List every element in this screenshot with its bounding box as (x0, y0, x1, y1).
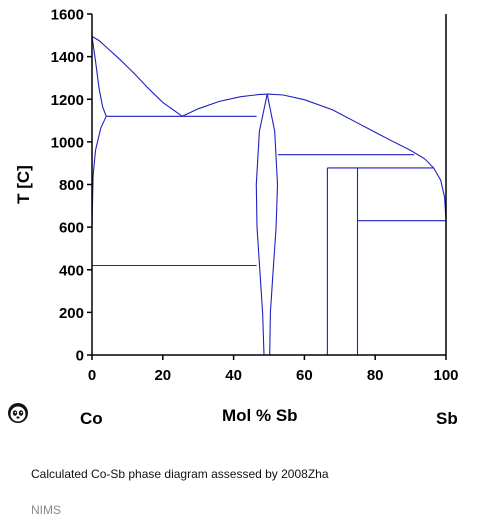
x-tick-label-100: 100 (433, 367, 458, 384)
phase-boundary-3 (91, 116, 107, 228)
x-tick-label-80: 80 (367, 367, 384, 384)
source-label: NIMS (31, 503, 61, 517)
y-tick-label-1400: 1400 (51, 49, 84, 66)
y-axis-title: T [C] (14, 165, 33, 204)
y-tick-label-1200: 1200 (51, 92, 84, 109)
x-tick-label-60: 60 (296, 367, 313, 384)
phase-boundary-0 (91, 35, 183, 117)
x-axis-title: Mol % Sb (222, 406, 298, 425)
y-tick-label-800: 800 (59, 177, 84, 194)
y-tick-label-200: 200 (59, 305, 84, 322)
right-component-label: Sb (436, 409, 458, 428)
phase-boundary-6 (255, 93, 268, 356)
x-tick-label-0: 0 (88, 367, 96, 384)
y-tick-label-0: 0 (76, 348, 84, 365)
x-tick-label-20: 20 (154, 367, 171, 384)
y-tick-label-400: 400 (59, 262, 84, 279)
left-component-label: Co (80, 409, 103, 428)
x-tick-label-40: 40 (225, 367, 242, 384)
y-tick-label-600: 600 (59, 220, 84, 237)
phase-boundary-2 (182, 93, 447, 221)
figure-caption: Calculated Co-Sb phase diagram assessed … (31, 467, 329, 481)
phase-diagram-chart: 0 200 400 600 800 1000 1200 1400 1600 0 20 40 60 80 10… (14, 7, 459, 385)
y-tick-label-1600: 1600 (51, 7, 84, 24)
y-tick-label-1000: 1000 (51, 134, 84, 151)
phase-boundary-7 (266, 93, 279, 356)
phase-boundary-1 (91, 36, 107, 117)
panda-icon (7, 402, 29, 424)
